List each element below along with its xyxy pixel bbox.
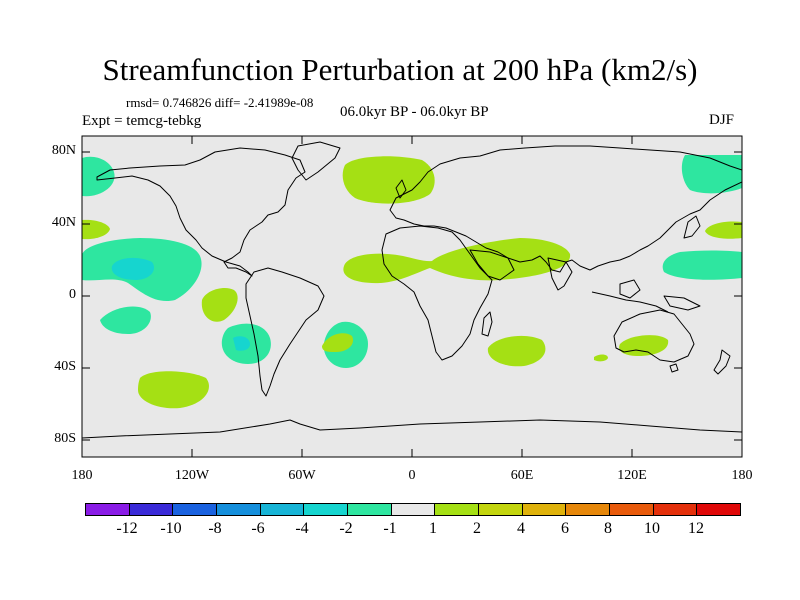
coastline-arabia [469,249,515,281]
lat-label-40n: 40N [51,215,76,230]
lon-label-180e: 180 [731,468,753,483]
coastline-antarctica [82,419,742,439]
colorbar-swatch-6 [348,504,392,515]
colorbar-swatch-1 [129,504,174,515]
lat-label-equator: 0 [69,287,76,302]
coastline-africa [381,225,493,361]
coastline-greenland [291,141,341,181]
lon-label-120e: 120E [617,468,647,483]
coastline-madagascar [481,311,493,337]
contour-region-positive [343,238,571,284]
lat-label-40s: 40S [54,359,76,374]
colorbar-label: 1 [429,520,437,537]
lon-label-60w: 60W [288,468,316,483]
coastline-borneo [619,279,641,299]
colorbar-swatch-4 [260,504,305,515]
contour-region-positive [342,156,435,204]
contour-region-positive [138,371,209,409]
lon-label-180w: 180 [71,468,93,483]
colorbar-swatch-9 [479,504,523,515]
colorbar-swatch-2 [173,504,218,515]
colorbar-swatch-14 [697,504,741,515]
contour-region-negative [681,155,742,194]
colorbar-label: -6 [251,520,265,537]
colorbar-swatch-8 [435,504,480,515]
coastline-japan [683,215,701,239]
coastlines [82,141,742,439]
colorbar-label: -1 [383,520,397,537]
colorbar-label: 4 [517,520,525,537]
plot-title: Streamfunction Perturbation at 200 hPa (… [102,52,698,87]
colorbar-label: 10 [644,520,660,537]
lon-label-120w: 120W [174,468,210,483]
colorbar-swatch-12 [610,504,654,515]
contour-region-negative [662,250,742,280]
tick-marks [82,136,742,457]
contour-region-positive [201,288,238,322]
coastline-india [547,257,573,291]
colorbar-label: -2 [339,520,353,537]
colorbar [85,503,741,516]
coastline-australia [613,309,695,363]
contour-region-positive [705,221,742,239]
lon-label-60e: 60E [510,468,534,483]
lon-label-0: 0 [408,468,416,483]
colorbar-label: 8 [604,520,612,537]
colorbar-swatch-5 [304,504,349,515]
colorbar-label: -10 [160,520,182,537]
contour-region-positive [594,354,608,362]
experiment-label: Expt = temcg-tebkg [82,113,202,129]
colorbar-swatch-7 [391,504,436,515]
colorbar-swatch-10 [522,504,567,515]
contour-fill-layer [82,155,742,409]
coastline-south-america [245,267,325,397]
colorbar-swatch-13 [653,504,698,515]
period-label: 06.0kyr BP - 06.0kyr BP [340,104,489,120]
coastline-britain [395,179,407,199]
contour-core-negative [233,336,250,351]
colorbar-label: -12 [116,520,138,537]
colorbar-label: -4 [295,520,309,537]
colorbar-label: -8 [208,520,222,537]
colorbar-label: 6 [561,520,569,537]
season-label: DJF [709,112,735,128]
colorbar-label: 2 [473,520,481,537]
colorbar-swatch-11 [566,504,611,515]
contour-region-positive [82,219,110,240]
contour-region-negative [100,306,151,334]
coastline-eurasia [389,145,742,273]
coastline-indonesia [591,291,669,313]
coastline-new-guinea [663,295,701,311]
colorbar-swatch-0 [86,504,130,515]
rmsd-diff-stats: rmsd= 0.746826 diff= -2.41989e-08 [126,95,314,110]
contour-region-positive [322,333,354,352]
lat-label-80s: 80S [54,431,76,446]
contour-core-negative [111,257,155,280]
contour-region-positive [487,335,546,367]
lat-label-80n: 80N [51,143,76,158]
coastline-north-america [96,147,306,277]
colorbar-swatch-3 [217,504,261,515]
colorbar-label: 12 [688,520,704,537]
coastline-tasmania [669,363,679,373]
coastline-new-zealand [713,349,731,375]
